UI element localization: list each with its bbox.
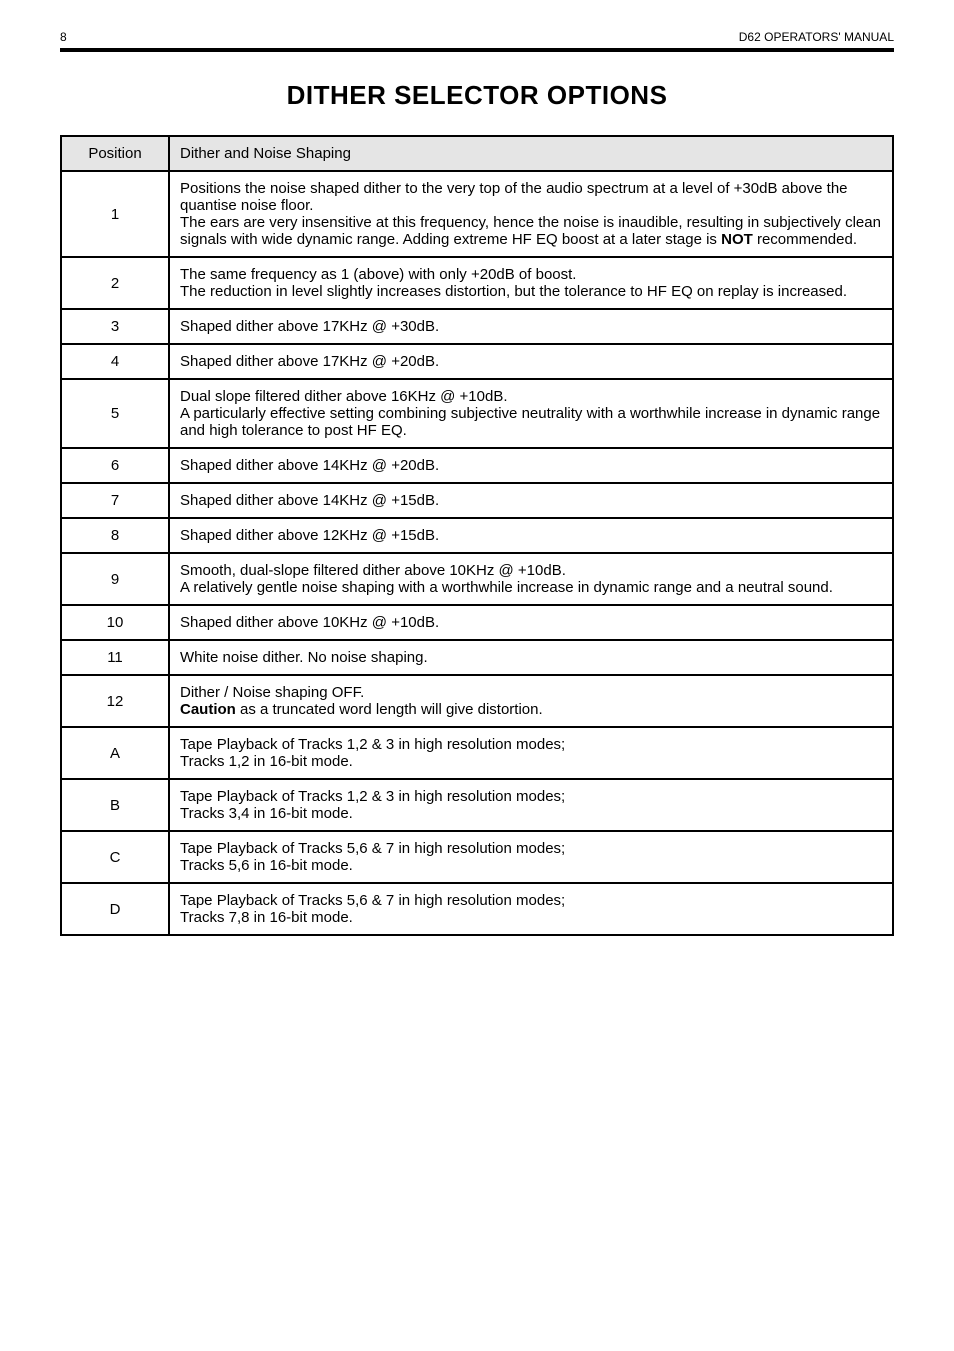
text-run: as a truncated word length will give dis… [236, 701, 543, 718]
text-run: Shaped dither above 12KHz @ +15dB. [180, 527, 439, 544]
table-row: 5 Dual slope filtered dither above 16KHz … [61, 379, 893, 448]
page-number: 8 [60, 30, 67, 44]
description-cell: Dual slope filtered dither above 16KHz @… [169, 379, 893, 448]
table-row: 6 Shaped dither above 14KHz @ +20dB. [61, 448, 893, 483]
description-cell: Shaped dither above 17KHz @ +20dB. [169, 344, 893, 379]
table-row: 3 Shaped dither above 17KHz @ +30dB. [61, 309, 893, 344]
table-row: 2 The same frequency as 1 (above) with on… [61, 257, 893, 309]
description-cell: The same frequency as 1 (above) with onl… [169, 257, 893, 309]
position-cell: 11 [61, 640, 169, 675]
text-run: Shaped dither above 17KHz @ +20dB. [180, 353, 439, 370]
table-row: A Tape Playback of Tracks 1,2 & 3 in high… [61, 727, 893, 779]
description-cell: Tape Playback of Tracks 5,6 & 7 in high … [169, 883, 893, 935]
text-run: Tape Playback of Tracks 1,2 & 3 in high … [180, 736, 565, 753]
position-cell: 10 [61, 605, 169, 640]
table-body: 1 Positions the noise shaped dither to th… [61, 171, 893, 935]
text-run: Tracks 5,6 in 16-bit mode. [180, 857, 353, 874]
text-run: Dither / Noise shaping OFF. [180, 684, 364, 701]
column-header-position: Position [61, 136, 169, 171]
text-run: recommended. [753, 231, 857, 248]
description-cell: Shaped dither above 10KHz @ +10dB. [169, 605, 893, 640]
description-cell: Positions the noise shaped dither to the… [169, 171, 893, 257]
text-run: Tape Playback of Tracks 5,6 & 7 in high … [180, 840, 565, 857]
table-row: 11 White noise dither. No noise shaping. [61, 640, 893, 675]
table-row: C Tape Playback of Tracks 5,6 & 7 in high… [61, 831, 893, 883]
position-cell: A [61, 727, 169, 779]
table-row: 4 Shaped dither above 17KHz @ +20dB. [61, 344, 893, 379]
text-run: Shaped dither above 17KHz @ +30dB. [180, 318, 439, 335]
description-cell: Shaped dither above 12KHz @ +15dB. [169, 518, 893, 553]
text-run: The same frequency as 1 (above) with onl… [180, 266, 576, 283]
text-run: Tracks 7,8 in 16-bit mode. [180, 909, 353, 926]
description-cell: Shaped dither above 17KHz @ +30dB. [169, 309, 893, 344]
description-cell: Shaped dither above 14KHz @ +15dB. [169, 483, 893, 518]
text-run: Shaped dither above 14KHz @ +20dB. [180, 457, 439, 474]
description-cell: Dither / Noise shaping OFF.Caution as a … [169, 675, 893, 727]
column-header-description: Dither and Noise Shaping [169, 136, 893, 171]
text-run: A particularly effective setting combini… [180, 405, 880, 439]
description-cell: Tape Playback of Tracks 5,6 & 7 in high … [169, 831, 893, 883]
position-cell: 6 [61, 448, 169, 483]
header-divider [60, 48, 894, 52]
page-title: DITHER SELECTOR OPTIONS [60, 80, 894, 111]
position-cell: C [61, 831, 169, 883]
text-run: Dual slope filtered dither above 16KHz @… [180, 388, 508, 405]
description-cell: White noise dither. No noise shaping. [169, 640, 893, 675]
table-row: 8 Shaped dither above 12KHz @ +15dB. [61, 518, 893, 553]
description-cell: Smooth, dual-slope filtered dither above… [169, 553, 893, 605]
table-row: 10 Shaped dither above 10KHz @ +10dB. [61, 605, 893, 640]
text-run: Positions the noise shaped dither to the… [180, 180, 848, 214]
text-run: Tracks 1,2 in 16-bit mode. [180, 753, 353, 770]
text-run: White noise dither. No noise shaping. [180, 649, 428, 666]
table-row: 7 Shaped dither above 14KHz @ +15dB. [61, 483, 893, 518]
position-cell: 1 [61, 171, 169, 257]
text-run: Shaped dither above 10KHz @ +10dB. [180, 614, 439, 631]
page-container: 8 D62 OPERATORS' MANUAL DITHER SELECTOR … [0, 0, 954, 996]
description-cell: Tape Playback of Tracks 1,2 & 3 in high … [169, 727, 893, 779]
text-run: Tape Playback of Tracks 1,2 & 3 in high … [180, 788, 565, 805]
dither-options-table: Position Dither and Noise Shaping 1Posit… [60, 135, 894, 936]
text-run: Shaped dither above 14KHz @ +15dB. [180, 492, 439, 509]
position-cell: 2 [61, 257, 169, 309]
text-run: Smooth, dual-slope filtered dither above… [180, 562, 566, 579]
position-cell: B [61, 779, 169, 831]
text-run: The reduction in level slightly increase… [180, 283, 847, 300]
position-cell: D [61, 883, 169, 935]
text-run: Caution [180, 701, 236, 718]
position-cell: 5 [61, 379, 169, 448]
position-cell: 8 [61, 518, 169, 553]
doc-title: D62 OPERATORS' MANUAL [739, 30, 894, 44]
position-cell: 3 [61, 309, 169, 344]
text-run: NOT [721, 231, 753, 248]
table-row: D Tape Playback of Tracks 5,6 & 7 in high… [61, 883, 893, 935]
text-run: Tape Playback of Tracks 5,6 & 7 in high … [180, 892, 565, 909]
position-cell: 7 [61, 483, 169, 518]
description-cell: Shaped dither above 14KHz @ +20dB. [169, 448, 893, 483]
text-run: A relatively gentle noise shaping with a… [180, 579, 833, 596]
text-run: Tracks 3,4 in 16-bit mode. [180, 805, 353, 822]
table-row: 9 Smooth, dual-slope filtered dither abov… [61, 553, 893, 605]
description-cell: Tape Playback of Tracks 1,2 & 3 in high … [169, 779, 893, 831]
position-cell: 9 [61, 553, 169, 605]
table-row: 12Dither / Noise shaping OFF.Caution as … [61, 675, 893, 727]
position-cell: 4 [61, 344, 169, 379]
table-row: B Tape Playback of Tracks 1,2 & 3 in high… [61, 779, 893, 831]
table-row: 1 Positions the noise shaped dither to th… [61, 171, 893, 257]
page-header: 8 D62 OPERATORS' MANUAL [60, 30, 894, 44]
table-header-row: Position Dither and Noise Shaping [61, 136, 893, 171]
position-cell: 12 [61, 675, 169, 727]
